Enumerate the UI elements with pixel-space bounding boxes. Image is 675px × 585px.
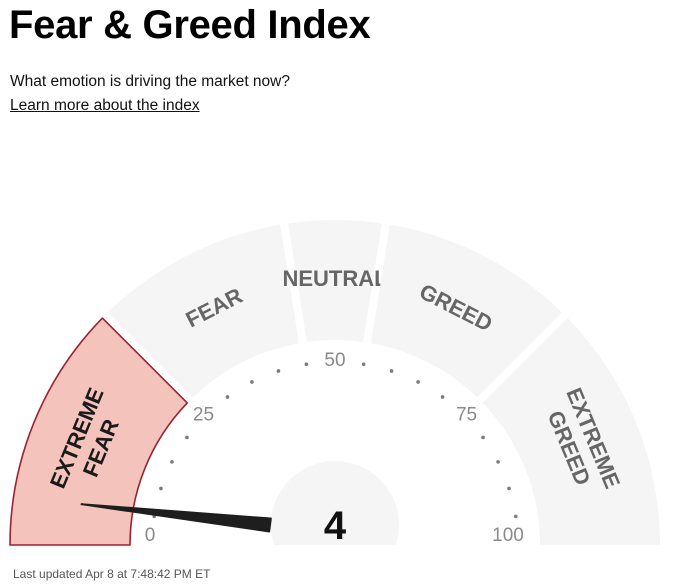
gauge-tick-dot bbox=[389, 369, 394, 373]
gauge-segment-greed bbox=[371, 224, 562, 398]
gauge-tick-dot bbox=[185, 435, 189, 440]
gauge-value: 4 bbox=[324, 504, 347, 548]
gauge-tick-label: 50 bbox=[324, 350, 345, 371]
gauge-tick-dot bbox=[225, 395, 230, 399]
gauge-tick-dot bbox=[170, 460, 174, 464]
gauge-needle bbox=[80, 503, 272, 533]
gauge-tick-label: 25 bbox=[193, 404, 214, 425]
gauge-tick-dot bbox=[250, 380, 254, 384]
gauge-tick-dot bbox=[159, 486, 163, 491]
gauge-tick-dot bbox=[304, 362, 309, 367]
gauge-segment-neutral bbox=[288, 219, 382, 342]
gauge-tick-dot bbox=[481, 435, 485, 440]
gauge-tick-dot bbox=[276, 369, 281, 373]
gauge-tick-dot bbox=[507, 486, 511, 491]
page-title: Fear & Greed Index bbox=[9, 3, 371, 47]
gauge-tick-dot bbox=[361, 362, 366, 367]
gauge-tick-dot bbox=[513, 514, 518, 519]
gauge-segment-extreme-greed bbox=[482, 318, 660, 545]
gauge-tick-label: 75 bbox=[456, 404, 477, 425]
learn-more-link[interactable]: Learn more about the index bbox=[10, 97, 200, 114]
last-updated-text: Last updated Apr 8 at 7:48:42 PM ET bbox=[13, 567, 211, 581]
gauge-needle-group: 4 bbox=[80, 461, 405, 585]
page-subtitle: What emotion is driving the market now? bbox=[10, 73, 290, 90]
gauge-tick-labels: 0 25 50 75 100 bbox=[145, 350, 524, 546]
gauge-tick-label: 100 bbox=[492, 525, 524, 546]
gauge-segment-fear bbox=[108, 224, 299, 398]
gauge-tick-dots bbox=[152, 362, 518, 519]
gauge-tick-label: 0 bbox=[145, 525, 156, 546]
gauge-segment-label-neutral: NEUTRAL bbox=[282, 266, 387, 291]
gauge-tick-dot bbox=[440, 395, 445, 399]
gauge-segment-extreme-fear bbox=[9, 317, 189, 546]
gauge-tick-dot bbox=[416, 380, 420, 384]
gauge-tick-dot bbox=[496, 460, 500, 464]
gauge-hub-base bbox=[265, 545, 405, 585]
